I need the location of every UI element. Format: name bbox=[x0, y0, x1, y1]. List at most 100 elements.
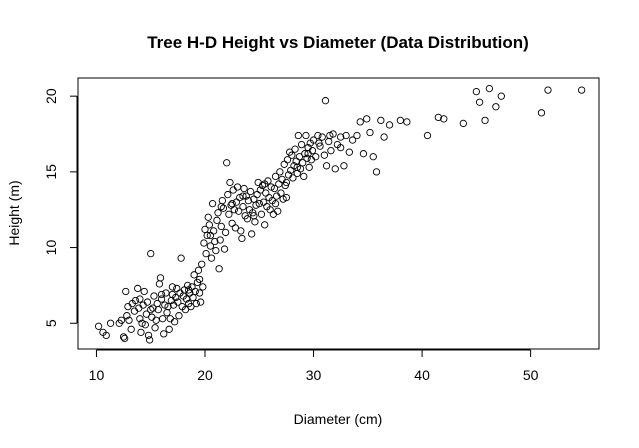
data-point bbox=[271, 172, 280, 181]
data-point bbox=[281, 181, 289, 190]
data-point bbox=[175, 312, 183, 320]
data-point bbox=[270, 184, 279, 193]
data-point bbox=[254, 178, 262, 187]
data-point bbox=[320, 151, 329, 159]
data-point bbox=[237, 227, 245, 235]
data-point bbox=[396, 116, 405, 125]
x-tick-label: 40 bbox=[414, 367, 430, 383]
data-point bbox=[497, 92, 505, 100]
data-point bbox=[282, 178, 291, 187]
data-point bbox=[212, 246, 220, 255]
data-point bbox=[219, 204, 228, 212]
data-point bbox=[217, 203, 225, 211]
y-tick-label: 10 bbox=[43, 240, 59, 256]
data-point bbox=[288, 151, 296, 159]
data-point bbox=[119, 333, 128, 341]
data-point bbox=[135, 304, 143, 312]
data-point bbox=[291, 145, 299, 153]
data-point bbox=[194, 266, 203, 274]
data-point bbox=[262, 189, 270, 197]
data-point bbox=[255, 200, 263, 208]
data-point bbox=[300, 172, 308, 181]
data-point bbox=[348, 136, 357, 144]
data-point bbox=[353, 131, 361, 140]
data-point bbox=[160, 330, 168, 338]
data-point bbox=[151, 324, 159, 332]
data-point bbox=[314, 131, 322, 140]
data-point bbox=[297, 140, 306, 149]
data-point bbox=[198, 260, 206, 268]
data-point bbox=[230, 206, 238, 214]
data-point bbox=[377, 116, 385, 125]
data-point bbox=[325, 137, 333, 146]
data-point bbox=[218, 196, 227, 205]
data-point bbox=[170, 318, 179, 326]
data-point bbox=[208, 200, 217, 208]
data-point bbox=[214, 209, 222, 217]
data-point bbox=[200, 239, 208, 247]
data-point bbox=[225, 210, 233, 218]
data-point bbox=[403, 118, 411, 126]
data-point bbox=[359, 150, 368, 158]
x-tick-label: 10 bbox=[89, 367, 105, 383]
data-point bbox=[224, 190, 232, 199]
data-point bbox=[137, 328, 145, 336]
x-tick-label: 20 bbox=[197, 367, 213, 383]
data-point bbox=[163, 309, 171, 317]
data-point bbox=[321, 97, 330, 105]
data-point bbox=[123, 312, 131, 320]
data-point bbox=[246, 187, 255, 196]
data-point bbox=[221, 228, 230, 237]
y-tick-label: 5 bbox=[43, 319, 59, 327]
data-point bbox=[157, 290, 166, 299]
data-point bbox=[177, 254, 185, 262]
data-point bbox=[315, 139, 323, 147]
data-point bbox=[145, 336, 154, 344]
data-point bbox=[238, 234, 246, 243]
data-point bbox=[472, 87, 480, 96]
chart-title: Tree H-D Height vs Diameter (Data Distri… bbox=[147, 33, 529, 52]
data-point bbox=[318, 133, 326, 141]
data-point bbox=[204, 213, 212, 221]
data-point bbox=[267, 183, 275, 191]
data-point bbox=[144, 331, 153, 340]
data-point bbox=[307, 156, 316, 164]
data-point bbox=[342, 131, 350, 140]
data-point bbox=[327, 147, 335, 155]
data-point bbox=[316, 142, 324, 150]
data-point bbox=[242, 192, 250, 200]
data-point bbox=[303, 154, 311, 162]
data-point bbox=[481, 116, 489, 125]
data-point bbox=[168, 283, 177, 291]
data-point bbox=[195, 289, 204, 297]
data-point bbox=[154, 305, 162, 314]
data-point bbox=[356, 118, 364, 126]
data-point bbox=[138, 319, 146, 327]
data-point bbox=[293, 169, 301, 178]
data-point bbox=[166, 315, 174, 323]
data-point bbox=[366, 128, 374, 137]
data-point bbox=[205, 221, 213, 229]
data-point bbox=[340, 162, 348, 170]
data-point bbox=[301, 150, 309, 158]
data-point bbox=[243, 215, 251, 223]
data-point bbox=[217, 222, 225, 231]
data-point bbox=[249, 209, 257, 217]
data-point bbox=[271, 200, 280, 208]
data-point bbox=[282, 193, 291, 202]
data-point bbox=[279, 195, 287, 203]
data-point bbox=[309, 136, 318, 144]
data-point bbox=[197, 298, 205, 306]
data-point bbox=[122, 287, 130, 296]
data-point bbox=[159, 315, 167, 323]
data-point bbox=[537, 109, 546, 117]
data-point bbox=[326, 131, 334, 140]
data-point bbox=[140, 287, 148, 296]
data-point bbox=[229, 186, 237, 194]
data-point bbox=[251, 218, 259, 226]
data-point bbox=[142, 310, 151, 318]
data-point bbox=[274, 207, 282, 215]
data-point bbox=[210, 227, 218, 235]
data-point bbox=[147, 249, 155, 258]
data-point bbox=[250, 212, 258, 220]
